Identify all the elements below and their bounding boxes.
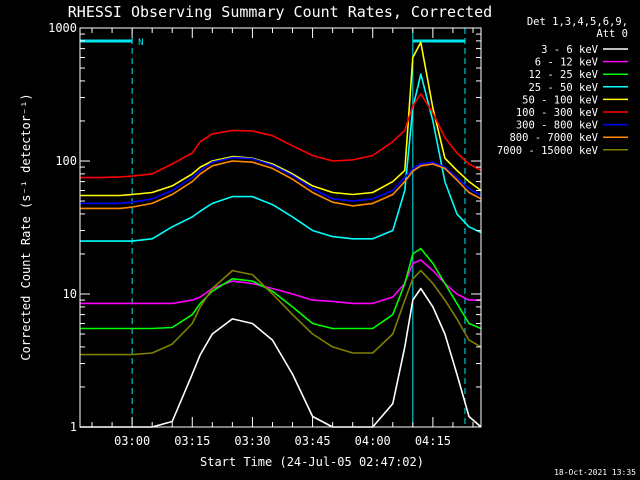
x-axis-title: Start Time (24-Jul-05 02:47:02) xyxy=(200,455,424,469)
x-tick-label: 04:00 xyxy=(355,434,391,448)
legend-label: 12 - 25 keV xyxy=(528,69,598,81)
y-axis-title: Corrected Count Rate (s⁻¹ detector⁻¹) xyxy=(19,93,33,360)
x-axis: 03:00 03:15 03:30 03:45 04:00 04:15 xyxy=(91,28,474,448)
plot-frame xyxy=(79,27,482,428)
series-line xyxy=(80,287,482,428)
legend-label: 50 - 100 keV xyxy=(522,94,599,106)
series-line xyxy=(80,160,482,210)
series-line xyxy=(80,93,482,179)
chart-title: RHESSI Observing Summary Count Rates, Co… xyxy=(68,3,492,21)
legend-header-line-2: Att 0 xyxy=(596,28,628,40)
series-line xyxy=(80,41,482,197)
legend-label: 100 - 300 keV xyxy=(516,107,599,119)
y-tick-label: 100 xyxy=(55,154,77,168)
legend-label: 6 - 12 keV xyxy=(535,57,599,69)
x-tick-label: 03:15 xyxy=(174,434,210,448)
legend-header-line-1: Det 1,3,4,5,6,9, xyxy=(527,16,628,28)
legend-label: 7000 - 15000 keV xyxy=(497,145,599,157)
series-line xyxy=(80,269,482,356)
y-axis: 1 10 100 1000 xyxy=(48,21,481,434)
y-tick-label: 1 xyxy=(70,420,77,434)
flag-layer: N xyxy=(80,28,466,427)
legend-label: 300 - 800 keV xyxy=(516,120,599,132)
series-line xyxy=(80,247,482,330)
series-line xyxy=(80,73,482,242)
flag-letter: N xyxy=(138,38,143,48)
series-layer xyxy=(80,41,482,428)
footer-date: 18-Oct-2021 13:35 xyxy=(554,468,636,477)
series-line xyxy=(80,156,482,205)
x-tick-label: 03:45 xyxy=(295,434,331,448)
legend-label: 3 - 6 keV xyxy=(541,44,599,56)
x-tick-label: 04:15 xyxy=(415,434,451,448)
legend-label: 800 - 7000 keV xyxy=(509,132,598,144)
series-line xyxy=(80,259,481,305)
x-tick-label: 03:30 xyxy=(234,434,270,448)
x-tick-label: 03:00 xyxy=(114,434,150,448)
y-tick-label: 1000 xyxy=(48,21,77,35)
y-tick-label: 10 xyxy=(63,287,77,301)
legend-label: 25 - 50 keV xyxy=(528,82,598,94)
plot-area: N 1 10 100 1000 03:00 03:15 03:30 03:45 04:00 04… xyxy=(48,21,482,448)
